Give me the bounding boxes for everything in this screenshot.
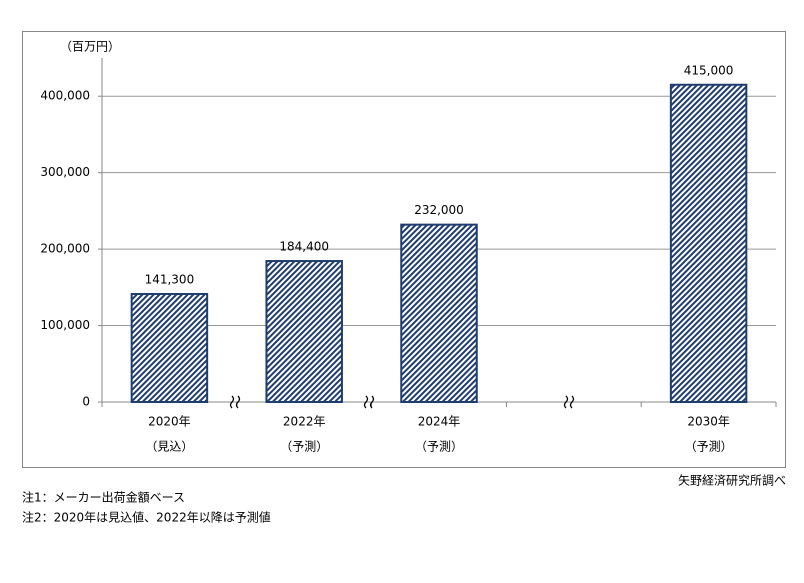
value-label: 184,400 [279, 240, 329, 254]
value-label: 141,300 [145, 272, 195, 286]
note: 注1：メーカー出荷金額ベース [22, 490, 185, 505]
unit-label: （百万円） [60, 40, 120, 54]
bar [265, 260, 343, 403]
x-tick-note: （見込） [145, 440, 193, 454]
source: 矢野経済研究所調べ [678, 473, 786, 488]
bar [669, 83, 748, 403]
value-label: 415,000 [684, 63, 734, 77]
x-tick-label: 2020年 [148, 415, 191, 429]
y-tick-label: 100,000 [40, 318, 90, 332]
axis-break-marks [229, 395, 575, 409]
plot-area: 0 100,000 200,000 300,000 400,000 2020年 （見込） 14… [40, 58, 777, 454]
x-tick-label: 2030年 [687, 415, 730, 429]
bar [130, 292, 209, 404]
y-tick-label: 200,000 [40, 242, 90, 256]
note: 注2：2020年は見込値、2022年以降は予測値 [22, 510, 271, 525]
y-tick-label: 400,000 [40, 89, 90, 103]
x-tick-note: （予測） [685, 440, 733, 454]
x-tick-label: 2022年 [283, 415, 326, 429]
x-tick-label: 2024年 [418, 415, 461, 429]
value-label: 232,000 [414, 203, 464, 217]
y-tick-label: 300,000 [40, 165, 90, 179]
bar [400, 223, 478, 403]
y-tick-label: 0 [82, 395, 90, 409]
x-tick-note: （予測） [415, 440, 463, 454]
x-tick-note: （予測） [280, 440, 328, 454]
